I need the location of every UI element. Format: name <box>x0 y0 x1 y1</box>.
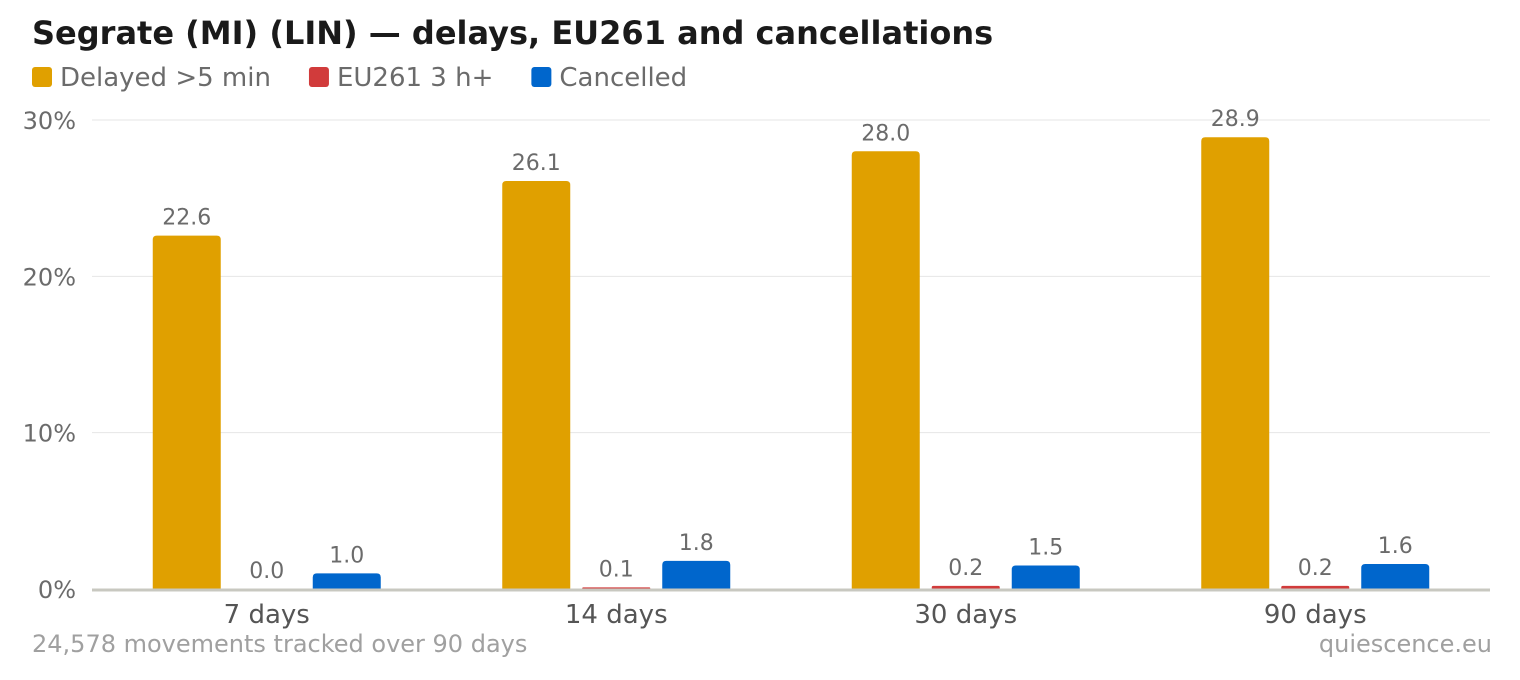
data-label-2-2: 1.5 <box>1028 536 1063 561</box>
data-label-0-3: 28.9 <box>1211 107 1260 132</box>
data-label-2-3: 1.6 <box>1378 534 1413 559</box>
data-label-1-1: 0.1 <box>599 557 634 582</box>
legend-label-2: Cancelled <box>559 63 687 93</box>
bar-0-3 <box>1201 137 1270 590</box>
legend: Delayed >5 min EU261 3 h+ Cancelled <box>32 63 687 93</box>
data-label-0-2: 28.0 <box>861 121 910 146</box>
bar-2-1 <box>662 560 731 589</box>
bar-1-3 <box>1281 585 1350 589</box>
bar-0-1 <box>502 180 571 589</box>
legend-swatch-2 <box>531 67 552 87</box>
bars: 22.6 0.0 1.0 26.1 0.1 1.8 28.0 0.2 1.5 28.9 0.2 1.6 <box>152 107 1430 590</box>
bar-1-2 <box>931 585 1000 589</box>
y-tick-label: 30% <box>23 107 76 135</box>
data-label-2-0: 1.0 <box>329 543 364 568</box>
grid: 0% 10% 20% 30% <box>23 107 1490 604</box>
data-label-2-1: 1.8 <box>679 531 714 556</box>
y-tick-label: 20% <box>23 263 76 291</box>
bar-2-2 <box>1011 565 1080 589</box>
legend-label-0: Delayed >5 min <box>60 63 271 93</box>
data-label-0-0: 22.6 <box>162 206 211 231</box>
bar-0-0 <box>152 235 221 590</box>
category-label-3: 90 days <box>1264 600 1367 630</box>
data-label-1-3: 0.2 <box>1298 556 1333 581</box>
data-label-1-0: 0.0 <box>249 559 284 584</box>
legend-label-1: EU261 3 h+ <box>337 63 493 93</box>
category-label-2: 30 days <box>914 600 1017 630</box>
data-label-1-2: 0.2 <box>948 556 983 581</box>
footer-note: 24,578 movements tracked over 90 days <box>32 630 527 658</box>
category-label-1: 14 days <box>565 600 668 630</box>
data-label-0-1: 26.1 <box>512 151 561 176</box>
category-label-0: 7 days <box>224 600 310 630</box>
legend-swatch-1 <box>308 67 329 87</box>
bar-2-0 <box>312 573 381 589</box>
legend-swatch-0 <box>32 67 52 87</box>
x-axis: 7 days 14 days 30 days 90 days <box>92 588 1490 630</box>
footer-source: quiescence.eu <box>1319 630 1492 658</box>
bar-0-2 <box>851 151 920 589</box>
y-tick-label: 10% <box>23 420 76 448</box>
y-tick-label: 0% <box>38 576 76 604</box>
bar-2-3 <box>1361 563 1430 589</box>
chart-title: Segrate (MI) (LIN) — delays, EU261 and c… <box>32 14 993 52</box>
